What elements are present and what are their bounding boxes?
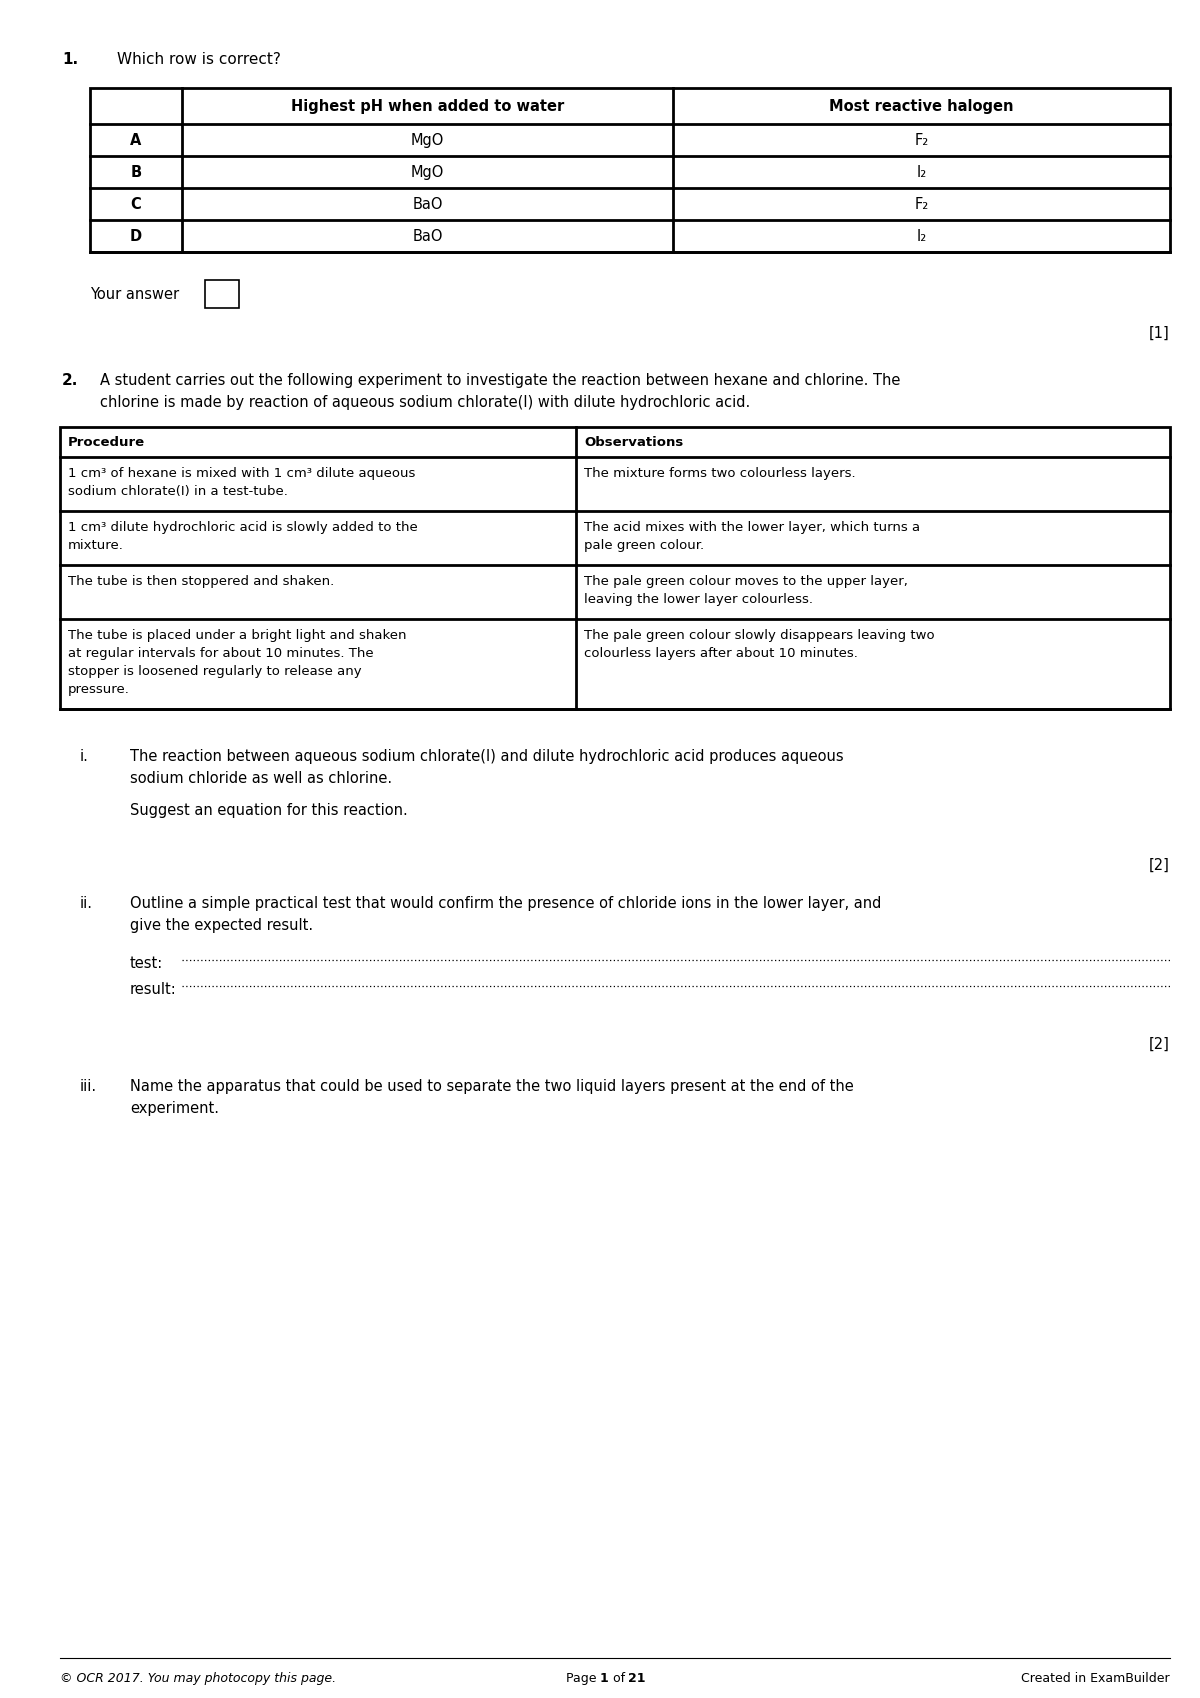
Text: C: C — [131, 197, 142, 212]
Text: I₂: I₂ — [917, 165, 926, 180]
Text: D: D — [130, 229, 142, 243]
Text: Page: Page — [565, 1673, 600, 1684]
Text: F₂: F₂ — [914, 132, 929, 148]
Text: Outline a simple practical test that would confirm the presence of chloride ions: Outline a simple practical test that wou… — [130, 897, 881, 912]
Text: Most reactive halogen: Most reactive halogen — [829, 98, 1014, 114]
Text: The pale green colour slowly disappears leaving two: The pale green colour slowly disappears … — [584, 628, 935, 642]
Text: The mixture forms two colourless layers.: The mixture forms two colourless layers. — [584, 467, 856, 481]
Bar — [90, 88, 1170, 251]
Text: pressure.: pressure. — [68, 683, 130, 696]
Bar — [60, 426, 1170, 710]
Text: [2]: [2] — [1150, 857, 1170, 873]
Text: Suggest an equation for this reaction.: Suggest an equation for this reaction. — [130, 803, 408, 818]
Text: [1]: [1] — [1150, 326, 1170, 341]
Text: MgO: MgO — [410, 132, 444, 148]
Text: The tube is placed under a bright light and shaken: The tube is placed under a bright light … — [68, 628, 407, 642]
Text: BaO: BaO — [413, 229, 443, 243]
Text: B: B — [131, 165, 142, 180]
Text: test:: test: — [130, 956, 163, 971]
Text: at regular intervals for about 10 minutes. The: at regular intervals for about 10 minute… — [68, 647, 373, 661]
Text: MgO: MgO — [410, 165, 444, 180]
Text: Which row is correct?: Which row is correct? — [118, 53, 281, 66]
Text: iii.: iii. — [80, 1078, 97, 1094]
Text: sodium chlorate(I) in a test-tube.: sodium chlorate(I) in a test-tube. — [68, 486, 288, 498]
Text: sodium chloride as well as chlorine.: sodium chloride as well as chlorine. — [130, 771, 392, 786]
Text: pale green colour.: pale green colour. — [584, 538, 704, 552]
Text: The tube is then stoppered and shaken.: The tube is then stoppered and shaken. — [68, 576, 335, 588]
Text: [2]: [2] — [1150, 1037, 1170, 1053]
Text: experiment.: experiment. — [130, 1100, 220, 1116]
Text: Procedure: Procedure — [68, 435, 145, 448]
Text: The acid mixes with the lower layer, which turns a: The acid mixes with the lower layer, whi… — [584, 521, 920, 533]
Text: I₂: I₂ — [917, 229, 926, 243]
Text: A student carries out the following experiment to investigate the reaction betwe: A student carries out the following expe… — [100, 374, 900, 389]
Text: of: of — [610, 1673, 629, 1684]
Text: ii.: ii. — [80, 897, 94, 912]
Text: The reaction between aqueous sodium chlorate(I) and dilute hydrochloric acid pro: The reaction between aqueous sodium chlo… — [130, 749, 844, 764]
Text: 1: 1 — [600, 1673, 608, 1684]
Text: 1 cm³ of hexane is mixed with 1 cm³ dilute aqueous: 1 cm³ of hexane is mixed with 1 cm³ dilu… — [68, 467, 415, 481]
Text: 21: 21 — [628, 1673, 646, 1684]
Text: 1 cm³ dilute hydrochloric acid is slowly added to the: 1 cm³ dilute hydrochloric acid is slowly… — [68, 521, 418, 533]
Text: Highest pH when added to water: Highest pH when added to water — [290, 98, 564, 114]
Text: chlorine is made by reaction of aqueous sodium chlorate(I) with dilute hydrochlo: chlorine is made by reaction of aqueous … — [100, 396, 750, 409]
Text: stopper is loosened regularly to release any: stopper is loosened regularly to release… — [68, 666, 361, 678]
Text: A: A — [131, 132, 142, 148]
Text: Your answer: Your answer — [90, 287, 179, 302]
Text: Observations: Observations — [584, 435, 684, 448]
Text: 1.: 1. — [62, 53, 78, 66]
Text: colourless layers after about 10 minutes.: colourless layers after about 10 minutes… — [584, 647, 858, 661]
Text: F₂: F₂ — [914, 197, 929, 212]
Text: The pale green colour moves to the upper layer,: The pale green colour moves to the upper… — [584, 576, 908, 588]
Text: leaving the lower layer colourless.: leaving the lower layer colourless. — [584, 593, 814, 606]
Text: Name the apparatus that could be used to separate the two liquid layers present : Name the apparatus that could be used to… — [130, 1078, 853, 1094]
Text: 2.: 2. — [62, 374, 78, 389]
Text: result:: result: — [130, 981, 176, 997]
Bar — [205, 280, 239, 307]
Text: mixture.: mixture. — [68, 538, 124, 552]
Text: i.: i. — [80, 749, 89, 764]
Text: BaO: BaO — [413, 197, 443, 212]
Text: © OCR 2017. You may photocopy this page.: © OCR 2017. You may photocopy this page. — [60, 1673, 336, 1684]
Text: give the expected result.: give the expected result. — [130, 919, 313, 932]
Text: Created in ExamBuilder: Created in ExamBuilder — [1021, 1673, 1170, 1684]
